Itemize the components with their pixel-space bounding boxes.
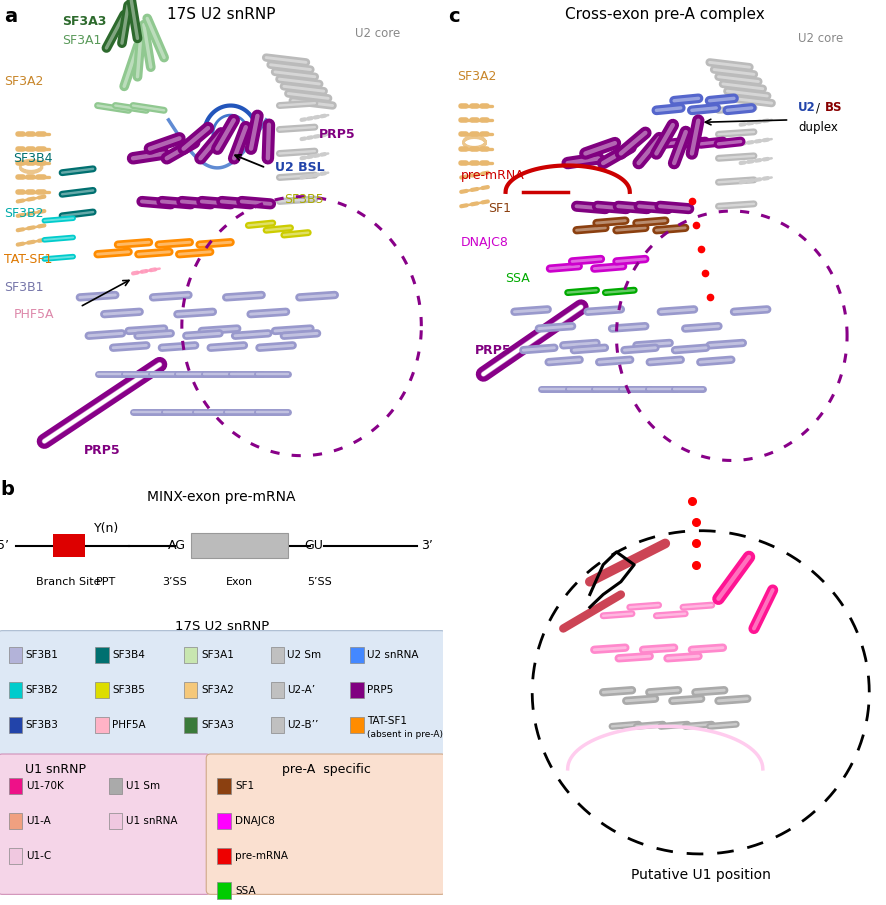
Text: a: a bbox=[4, 7, 18, 26]
Bar bbox=[270, 717, 284, 733]
Text: PHF5A: PHF5A bbox=[112, 720, 145, 730]
Bar bbox=[217, 882, 230, 899]
Text: SF3B5: SF3B5 bbox=[284, 193, 323, 205]
Text: U1 snRNA: U1 snRNA bbox=[127, 815, 178, 825]
Bar bbox=[350, 717, 363, 733]
Text: GU: GU bbox=[304, 539, 323, 552]
Text: U2: U2 bbox=[797, 101, 815, 114]
Text: Y(n): Y(n) bbox=[94, 522, 119, 535]
Text: PRP5: PRP5 bbox=[367, 685, 393, 695]
Text: SF3A1: SF3A1 bbox=[62, 34, 101, 47]
Bar bbox=[96, 647, 108, 663]
Text: 5’SS: 5’SS bbox=[307, 577, 331, 587]
Text: PRP5: PRP5 bbox=[84, 444, 120, 457]
Text: U2 Sm: U2 Sm bbox=[287, 651, 321, 661]
Text: SF1: SF1 bbox=[235, 781, 254, 791]
Bar bbox=[217, 777, 230, 794]
Text: U1-70K: U1-70K bbox=[27, 781, 65, 791]
Text: pre-A  specific: pre-A specific bbox=[281, 763, 370, 776]
Text: U2 snRNA: U2 snRNA bbox=[367, 651, 418, 661]
Bar bbox=[96, 717, 108, 733]
Text: TAT-SF1: TAT-SF1 bbox=[4, 252, 53, 265]
Text: pre-mRNA: pre-mRNA bbox=[461, 168, 525, 182]
Text: SSA: SSA bbox=[235, 885, 255, 896]
Bar bbox=[217, 813, 230, 829]
Bar bbox=[190, 533, 288, 558]
Text: U2 core: U2 core bbox=[797, 32, 843, 45]
Bar bbox=[184, 682, 197, 699]
Bar bbox=[270, 647, 284, 663]
Text: 17S U2 snRNP: 17S U2 snRNP bbox=[167, 7, 276, 23]
Text: SSA: SSA bbox=[505, 272, 530, 285]
Text: PHF5A: PHF5A bbox=[13, 308, 54, 320]
Text: U2 core: U2 core bbox=[354, 27, 400, 40]
Bar bbox=[270, 682, 284, 699]
Text: duplex: duplex bbox=[797, 120, 837, 134]
Text: SF3A2: SF3A2 bbox=[4, 75, 43, 88]
FancyBboxPatch shape bbox=[0, 631, 446, 757]
Text: 3’SS: 3’SS bbox=[162, 577, 186, 587]
Text: MINX-exon pre-mRNA: MINX-exon pre-mRNA bbox=[147, 491, 296, 504]
Bar bbox=[9, 682, 22, 699]
Text: SF3B1: SF3B1 bbox=[26, 651, 58, 661]
FancyBboxPatch shape bbox=[0, 754, 211, 894]
Text: Exon: Exon bbox=[226, 577, 253, 587]
Text: c: c bbox=[447, 7, 459, 26]
Text: SF3B2: SF3B2 bbox=[4, 207, 44, 220]
Bar bbox=[9, 647, 22, 663]
Bar bbox=[217, 848, 230, 863]
Text: SF1: SF1 bbox=[487, 202, 510, 215]
Text: (absent in pre-A): (absent in pre-A) bbox=[367, 730, 443, 739]
Text: PRP5: PRP5 bbox=[319, 128, 355, 141]
Bar bbox=[108, 813, 122, 829]
Text: SF3A3: SF3A3 bbox=[62, 15, 106, 28]
Bar bbox=[350, 647, 363, 663]
Bar bbox=[53, 534, 85, 557]
Bar bbox=[9, 717, 22, 733]
Text: SF3B3: SF3B3 bbox=[26, 720, 58, 730]
Text: SF3A2: SF3A2 bbox=[200, 685, 234, 695]
Text: 5’: 5’ bbox=[0, 539, 9, 552]
Text: TAT-SF1: TAT-SF1 bbox=[367, 716, 407, 726]
Text: AG: AG bbox=[168, 539, 186, 552]
Text: DNAJC8: DNAJC8 bbox=[235, 815, 275, 825]
Bar bbox=[184, 647, 197, 663]
Bar bbox=[9, 848, 22, 863]
Text: U1-C: U1-C bbox=[27, 851, 51, 861]
Text: U2-A’: U2-A’ bbox=[287, 685, 315, 695]
Bar bbox=[9, 813, 22, 829]
Text: U1 snRNP: U1 snRNP bbox=[25, 763, 86, 776]
Text: SF3B4: SF3B4 bbox=[13, 152, 53, 165]
Text: pre-mRNA: pre-mRNA bbox=[235, 851, 288, 861]
Bar bbox=[9, 777, 22, 794]
Bar bbox=[108, 777, 122, 794]
Bar bbox=[350, 682, 363, 699]
Text: U1 Sm: U1 Sm bbox=[127, 781, 160, 791]
Text: SF3B1: SF3B1 bbox=[4, 281, 44, 294]
Text: U2 BSL: U2 BSL bbox=[275, 161, 324, 175]
Text: SF3B5: SF3B5 bbox=[112, 685, 145, 695]
Text: 3’: 3’ bbox=[421, 539, 432, 552]
Text: Putative U1 position: Putative U1 position bbox=[630, 868, 770, 882]
Text: Cross-exon pre-A complex: Cross-exon pre-A complex bbox=[564, 7, 765, 23]
Text: 17S U2 snRNP: 17S U2 snRNP bbox=[175, 620, 268, 633]
FancyBboxPatch shape bbox=[206, 754, 445, 894]
Text: BS: BS bbox=[824, 101, 842, 114]
Text: U2-B’’: U2-B’’ bbox=[287, 720, 318, 730]
Text: DNAJC8: DNAJC8 bbox=[461, 235, 509, 249]
Text: U1-A: U1-A bbox=[27, 815, 51, 825]
Text: SF3B4: SF3B4 bbox=[112, 651, 145, 661]
Bar bbox=[96, 682, 108, 699]
Bar bbox=[184, 717, 197, 733]
Text: b: b bbox=[0, 480, 14, 499]
Text: /: / bbox=[815, 101, 820, 114]
Text: PRP5: PRP5 bbox=[474, 344, 510, 357]
Text: SF3A3: SF3A3 bbox=[200, 720, 234, 730]
Text: Branch Site: Branch Site bbox=[36, 577, 101, 587]
Text: SF3B2: SF3B2 bbox=[26, 685, 58, 695]
Text: SF3A2: SF3A2 bbox=[456, 71, 495, 83]
Text: SF3A1: SF3A1 bbox=[200, 651, 234, 661]
Text: PPT: PPT bbox=[97, 577, 116, 587]
